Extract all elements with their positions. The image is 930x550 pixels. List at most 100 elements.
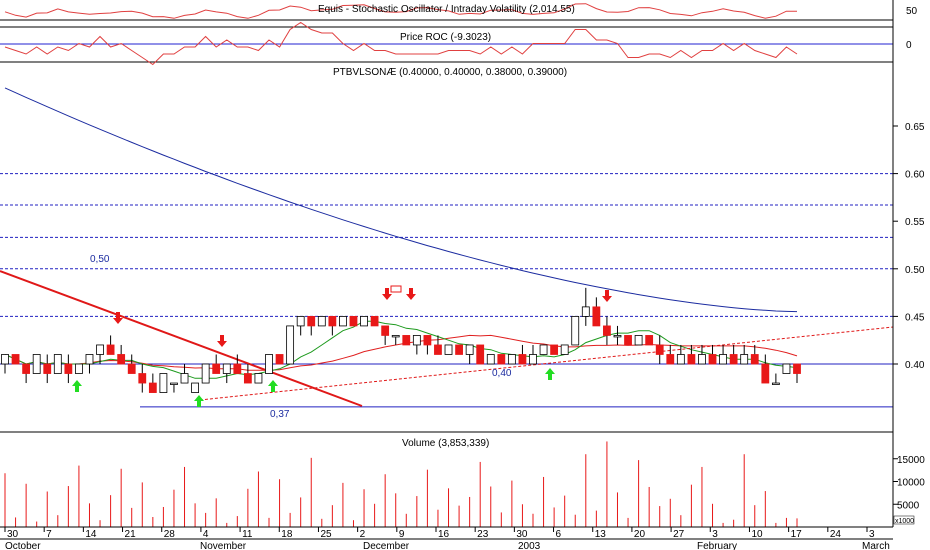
candle-body-down — [624, 335, 632, 346]
buy-arrow — [545, 368, 555, 380]
buy-arrow — [72, 380, 82, 392]
candle — [793, 363, 801, 384]
candle-body-down — [381, 325, 390, 336]
candle — [254, 373, 263, 384]
candle — [423, 335, 432, 355]
x-tick-label: 16 — [438, 529, 450, 540]
candle — [180, 364, 189, 384]
volume-multiplier-box — [893, 515, 915, 525]
candle — [486, 354, 495, 365]
candle-body-up — [191, 382, 199, 393]
candle-body-down — [349, 315, 358, 327]
candle-body-up — [539, 344, 548, 355]
candle — [613, 325, 622, 345]
price-tick-label: 0.40 — [905, 360, 925, 371]
candle — [624, 335, 632, 346]
stochastic-tick-label: 50 — [906, 6, 918, 17]
candle — [592, 297, 601, 327]
candle-body-down — [455, 344, 463, 355]
candle-body-up — [740, 354, 749, 365]
x-tick-label: 2 — [360, 529, 366, 540]
candle — [32, 354, 41, 374]
candle-body-down — [708, 354, 717, 365]
candle — [75, 363, 83, 374]
candle — [328, 315, 337, 336]
candle — [148, 373, 157, 393]
x-tick-label: 11 — [242, 529, 253, 540]
candle-body-down — [11, 354, 20, 365]
candle-body-up — [286, 325, 295, 365]
candle-body-down — [275, 354, 284, 365]
candle — [349, 315, 358, 327]
candle — [233, 354, 242, 374]
price-tick-label: 0.60 — [905, 170, 925, 181]
x-tick-label: 20 — [634, 529, 646, 540]
candle-body-down — [476, 344, 485, 365]
candle-body-up — [613, 335, 622, 338]
candle-body-down — [307, 315, 316, 327]
candle-body-up — [529, 354, 537, 365]
candle — [719, 344, 727, 365]
candle-body-down — [729, 354, 738, 365]
candle — [96, 344, 104, 364]
price-tick-label: 0.50 — [905, 265, 925, 276]
candle — [655, 335, 664, 364]
volume-axis: 15000 10000 5000 — [893, 455, 925, 511]
candle-body-down — [64, 363, 73, 374]
candle-body-up — [222, 363, 231, 374]
candle — [571, 315, 580, 346]
candle — [676, 344, 685, 365]
candle — [645, 335, 654, 346]
candle — [412, 335, 421, 355]
candle-body-up — [201, 363, 210, 384]
x-tick-label: 6 — [556, 529, 562, 540]
candle — [159, 373, 168, 393]
month-label: 2003 — [518, 541, 541, 550]
candle-body-down — [750, 354, 759, 365]
candle — [497, 354, 506, 365]
x-tick-label: 9 — [399, 529, 405, 540]
candle — [22, 363, 31, 384]
candle — [170, 382, 178, 393]
candle — [317, 315, 326, 327]
buy-arrow — [268, 380, 278, 392]
candle-body-up — [634, 335, 643, 346]
x-tick-label: 4 — [203, 529, 209, 540]
candle — [275, 354, 284, 365]
volume-panel: Volume (3,853,339) 15000 10000 5000 x1000 — [0, 431, 925, 527]
candle — [539, 344, 548, 355]
candle — [243, 364, 252, 384]
sell-arrow — [602, 290, 612, 302]
candle — [1, 354, 9, 374]
candle — [370, 315, 379, 327]
candle-body-up — [698, 354, 706, 365]
signal-marker — [390, 285, 402, 293]
candle — [698, 344, 706, 365]
candle — [201, 363, 210, 384]
stochastic-title: Equis - Stochastic Oscillator / Intraday… — [318, 4, 575, 15]
candle — [666, 344, 675, 365]
candle — [465, 344, 474, 364]
candlesticks — [1, 287, 801, 393]
candle — [212, 354, 221, 374]
x-tick-label: 3 — [712, 529, 718, 540]
volume-title: Volume (3,853,339) — [402, 438, 489, 449]
candle-body-down — [370, 315, 379, 327]
month-label: December — [363, 541, 410, 550]
moving-average-long — [4, 87, 798, 313]
sell-arrow — [217, 335, 227, 347]
candle-body-up — [75, 363, 83, 374]
candle-body-down — [127, 363, 136, 374]
candle — [85, 354, 94, 374]
candle — [560, 344, 569, 355]
candle — [53, 354, 62, 374]
candle — [64, 354, 73, 384]
candle — [708, 344, 717, 365]
price-tick-label: 0.55 — [905, 217, 925, 228]
candle-body-down — [22, 363, 31, 374]
sell-arrow — [113, 312, 123, 324]
x-tick-label: 21 — [125, 529, 137, 540]
candle-body-down — [233, 363, 242, 374]
volume-tick-label: 5000 — [897, 500, 920, 511]
candle-body-up — [444, 344, 453, 355]
